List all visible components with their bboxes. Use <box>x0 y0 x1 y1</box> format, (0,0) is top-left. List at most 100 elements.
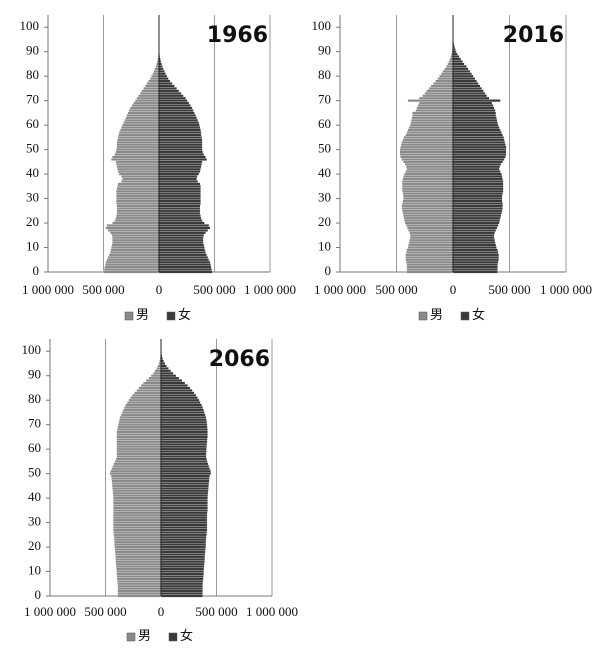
bar <box>452 150 507 154</box>
bar <box>112 464 162 468</box>
bar <box>160 484 209 488</box>
bar <box>405 260 454 264</box>
bar <box>160 469 211 473</box>
bar <box>452 238 495 242</box>
bar <box>158 140 203 144</box>
bar <box>160 371 174 375</box>
bar <box>111 482 162 485</box>
bar <box>158 251 206 254</box>
bar <box>160 411 205 414</box>
bar <box>411 116 454 120</box>
y-tick-label: 10 <box>28 563 41 578</box>
bar <box>401 140 454 144</box>
bar <box>158 189 201 193</box>
bar <box>158 216 202 220</box>
x-tick-label: 1 000 000 <box>540 282 592 297</box>
bar <box>160 408 204 412</box>
bar <box>418 101 454 105</box>
bar <box>160 486 209 490</box>
bar <box>113 504 162 507</box>
bar <box>452 99 501 103</box>
bar <box>111 233 160 237</box>
bar <box>452 187 504 191</box>
bar <box>452 214 502 218</box>
y-tick-label: 10 <box>318 239 331 254</box>
bar <box>452 106 495 110</box>
bar <box>452 126 500 129</box>
bar <box>407 128 454 132</box>
bar <box>118 172 160 176</box>
chart-title: 2066 <box>209 347 270 372</box>
bar <box>160 545 206 549</box>
bar <box>116 211 160 215</box>
bar <box>160 579 204 583</box>
bar <box>399 150 454 154</box>
bar <box>452 131 502 134</box>
bar <box>160 384 188 387</box>
bar <box>406 270 454 274</box>
bar <box>116 570 162 573</box>
bar <box>138 94 160 98</box>
bar <box>404 219 454 222</box>
legend-swatch <box>168 632 178 642</box>
bar <box>406 131 454 134</box>
bar <box>143 87 160 90</box>
bar <box>160 513 208 517</box>
bar <box>127 401 162 404</box>
bar <box>160 557 205 561</box>
bar <box>152 72 160 76</box>
legend-label: 女 <box>472 307 485 322</box>
bar <box>160 474 210 478</box>
bar <box>400 155 454 159</box>
bar <box>116 565 162 568</box>
bar <box>402 209 454 213</box>
bar <box>158 116 197 120</box>
bar <box>158 265 212 269</box>
bar <box>116 209 160 213</box>
bar <box>452 192 503 196</box>
bar <box>452 138 505 142</box>
bar <box>123 408 162 412</box>
bar <box>160 516 208 520</box>
bar <box>405 224 454 227</box>
y-tick-label: 10 <box>26 239 39 254</box>
bar <box>160 433 208 436</box>
bar <box>160 430 208 434</box>
y-tick-label: 50 <box>28 465 41 480</box>
bar <box>114 550 162 554</box>
y-tick-label: 30 <box>28 514 41 529</box>
bar <box>160 587 203 591</box>
bar <box>115 160 160 164</box>
bar <box>409 233 454 237</box>
bar <box>135 99 160 103</box>
bar <box>402 189 454 193</box>
bar <box>158 170 201 173</box>
bar <box>452 116 497 120</box>
bar <box>439 74 454 78</box>
bar <box>125 116 160 120</box>
bar <box>116 455 162 458</box>
bar <box>132 393 162 397</box>
bar <box>121 175 160 178</box>
x-tick-label: 1 000 000 <box>246 604 298 619</box>
bar <box>118 133 160 137</box>
bar <box>130 396 162 400</box>
bar <box>160 445 207 449</box>
bar <box>126 114 160 117</box>
bar <box>114 548 162 551</box>
bar <box>133 101 160 105</box>
bar <box>113 511 162 515</box>
bar <box>154 369 162 373</box>
bar <box>160 379 183 382</box>
bar <box>160 406 203 409</box>
bar <box>112 241 160 244</box>
bar <box>158 153 205 156</box>
bar <box>452 62 465 66</box>
bar <box>160 376 180 380</box>
bar <box>400 145 454 149</box>
y-tick-label: 70 <box>28 416 41 431</box>
bar <box>406 167 454 171</box>
bar <box>160 462 209 466</box>
bar <box>160 521 208 524</box>
bar <box>158 67 164 71</box>
